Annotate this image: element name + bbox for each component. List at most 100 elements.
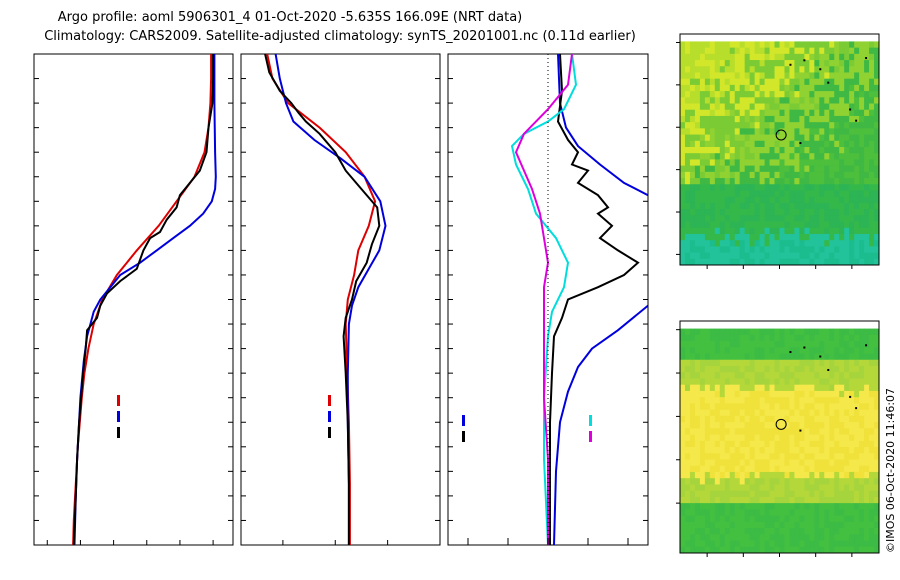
map-cell xyxy=(764,53,770,61)
map-cell xyxy=(764,165,770,173)
map-cell xyxy=(869,390,875,398)
map-cell xyxy=(804,78,810,86)
map-cell xyxy=(774,521,780,529)
map-cell xyxy=(774,546,780,554)
map-cell xyxy=(824,496,830,504)
map-cell xyxy=(729,60,736,67)
map-cell xyxy=(744,409,751,417)
map-cell xyxy=(834,209,840,216)
map-cell xyxy=(839,109,845,117)
map-cell xyxy=(709,434,716,442)
map-cell xyxy=(829,84,835,92)
map-cell xyxy=(799,252,805,260)
map-cell xyxy=(694,171,701,179)
map-cell xyxy=(719,384,726,392)
map-cell xyxy=(839,41,845,49)
map-cell xyxy=(729,341,736,348)
map-cell xyxy=(754,258,761,266)
map-cell xyxy=(684,147,691,154)
map-cell xyxy=(714,233,721,241)
map-cell xyxy=(704,534,711,541)
map-cell xyxy=(804,103,810,111)
map-cell xyxy=(849,415,855,423)
map-cell xyxy=(739,109,746,117)
map-cell xyxy=(869,109,875,117)
map-cell xyxy=(834,334,840,342)
map-cell xyxy=(764,503,770,510)
map-cell xyxy=(714,115,721,123)
map-cell xyxy=(680,428,686,435)
map-cell xyxy=(744,122,751,129)
map-cell xyxy=(824,66,830,73)
map-cell xyxy=(724,246,731,253)
map-cell xyxy=(694,103,701,111)
map-cell xyxy=(844,66,850,73)
map-cell xyxy=(729,202,736,210)
map-cell xyxy=(799,347,805,354)
map-cell xyxy=(684,390,691,398)
map-cell xyxy=(849,453,855,460)
map-cell xyxy=(719,328,726,336)
map-cell xyxy=(714,521,721,529)
map-cell xyxy=(719,434,726,442)
map-cell xyxy=(699,397,706,404)
map-cell xyxy=(784,209,790,216)
map-cell xyxy=(684,153,691,160)
map-cell xyxy=(689,347,696,354)
map-cell xyxy=(844,196,850,204)
map-cell xyxy=(680,478,686,485)
map-cell xyxy=(729,403,736,411)
map-cell xyxy=(694,178,701,185)
map-cell xyxy=(774,453,780,460)
map-cell xyxy=(859,202,865,210)
map-cell xyxy=(874,159,880,167)
map-cell xyxy=(714,147,721,154)
map-cell xyxy=(874,221,880,229)
map-cell xyxy=(844,221,850,229)
map-cell xyxy=(804,128,810,135)
map-cell xyxy=(844,415,850,423)
map-cell xyxy=(874,496,880,504)
map-cell xyxy=(719,534,726,541)
map-cell xyxy=(854,128,860,135)
map-cell xyxy=(759,122,765,129)
map-cell xyxy=(869,528,875,535)
map-cell xyxy=(684,521,691,529)
map-cell xyxy=(759,384,765,392)
map-cell xyxy=(854,109,860,117)
map-cell xyxy=(724,372,731,379)
map-cell xyxy=(859,103,865,111)
map-cell xyxy=(689,378,696,386)
map-cell xyxy=(849,215,855,222)
map-cell xyxy=(744,140,751,148)
map-cell xyxy=(789,60,795,67)
map-cell xyxy=(724,252,731,260)
map-cell xyxy=(680,227,686,235)
map-cell xyxy=(779,97,785,104)
map-cell xyxy=(759,515,765,523)
map-cell xyxy=(829,97,835,104)
map-cell xyxy=(684,434,691,442)
map-cell xyxy=(744,209,751,216)
map-cell xyxy=(834,546,840,554)
map-cell xyxy=(794,378,800,386)
map-cell xyxy=(749,134,756,142)
map-cell xyxy=(844,484,850,492)
map-cell xyxy=(719,521,726,529)
map-cell xyxy=(699,390,706,398)
map-cell xyxy=(874,147,880,154)
map-cell xyxy=(829,147,835,154)
map-cell xyxy=(754,534,761,541)
map-cell xyxy=(864,328,870,336)
map-cell xyxy=(694,447,701,454)
map-cell xyxy=(829,109,835,117)
map-cell xyxy=(864,459,870,467)
map-cell xyxy=(799,240,805,247)
map-cell xyxy=(874,209,880,216)
map-cell xyxy=(689,159,696,167)
map-cell xyxy=(769,72,775,80)
map-cell xyxy=(759,97,765,104)
map-cell xyxy=(680,496,686,504)
map-cell xyxy=(779,390,785,398)
map-cell xyxy=(779,41,785,49)
